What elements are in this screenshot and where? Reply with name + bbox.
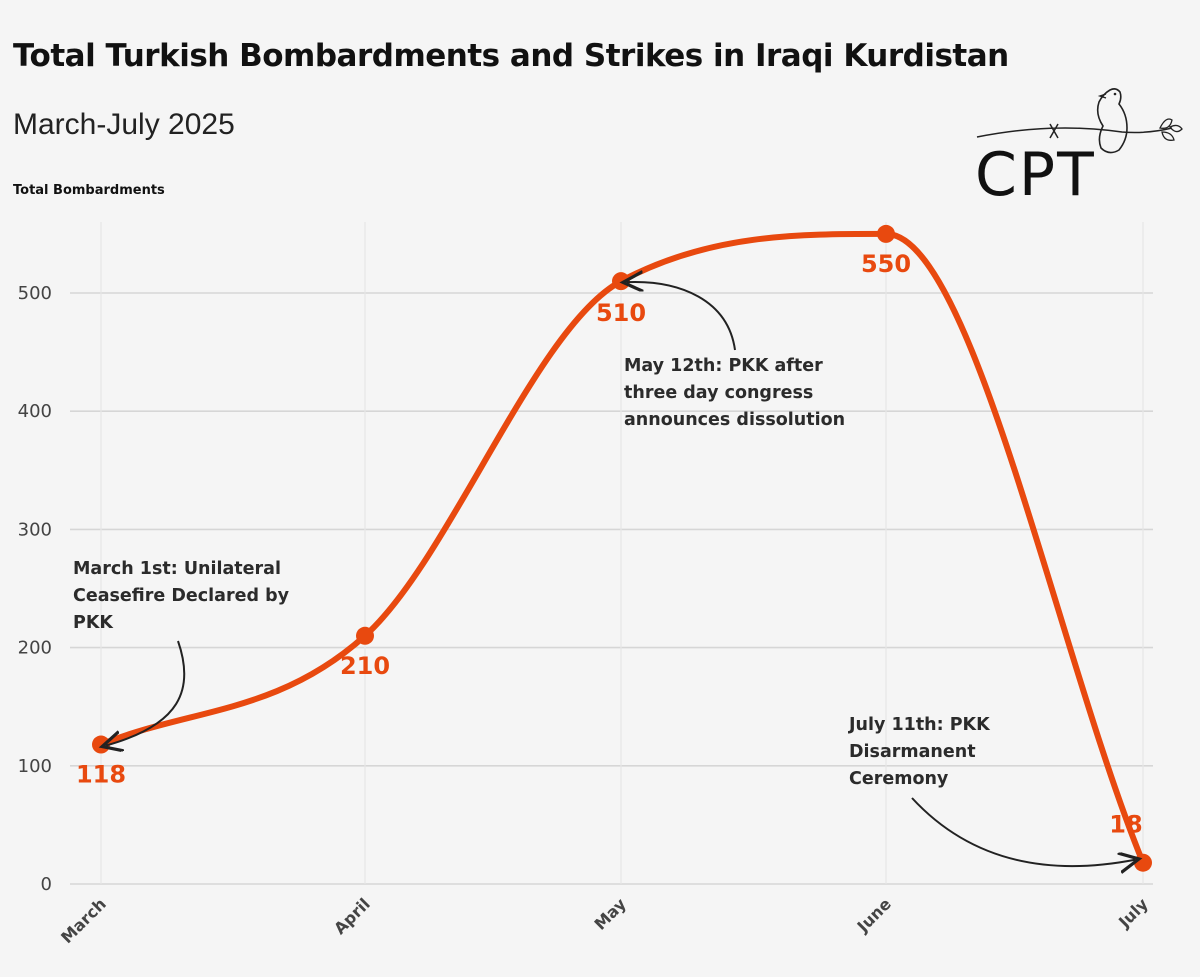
annotation-line: announces dissolution	[624, 410, 846, 430]
x-tick-label: July	[1114, 894, 1152, 932]
grid-lines	[70, 222, 1153, 885]
annotation-line: July 11th: PKK	[849, 715, 990, 735]
dove-olive-branch-icon	[976, 88, 1183, 154]
y-tick-label: 100	[18, 756, 52, 777]
data-label: 550	[861, 250, 911, 278]
x-tick-label: May	[590, 894, 630, 934]
data-label: 118	[76, 761, 126, 789]
annotation-dissolution: May 12th: PKK after three day congress a…	[624, 353, 845, 434]
data-label: 510	[596, 299, 646, 327]
x-axis-ticks: March April May June July	[57, 894, 1152, 947]
chart-subtitle: March-July 2025	[13, 108, 235, 141]
annotation-ceasefire: March 1st: Unilateral Ceasefire Declared…	[73, 556, 289, 637]
x-tick-label: June	[853, 894, 895, 936]
annotation-arrows	[106, 282, 1135, 866]
data-point	[356, 626, 374, 645]
chart-title: Total Turkish Bombardments and Strikes i…	[13, 38, 1009, 74]
y-tick-label: 400	[18, 401, 52, 422]
series-line	[98, 230, 1146, 866]
annotation-line: March 1st: Unilateral	[73, 559, 281, 579]
annotation-line: three day congress	[624, 383, 814, 403]
data-label: 210	[340, 652, 390, 680]
y-tick-label: 300	[18, 519, 52, 540]
annotation-disarmament: July 11th: PKK Disarmanent Ceremony	[849, 712, 990, 793]
y-tick-label: 200	[18, 638, 52, 659]
data-label: 18	[1109, 811, 1142, 839]
y-tick-label: 0	[41, 874, 52, 895]
y-axis-ticks: 0 100 200 300 400 500	[18, 283, 52, 895]
logo-text: CPT	[975, 140, 1096, 210]
data-labels: 118 210 510 550 18	[76, 250, 1143, 839]
annotation-arrow	[911, 797, 1135, 866]
y-axis-label: Total Bombardments	[13, 183, 165, 198]
annotation-line: PKK	[73, 613, 113, 633]
x-tick-label: April	[330, 894, 374, 938]
x-tick-label: March	[57, 894, 110, 947]
annotation-line: Ceasefire Declared by	[73, 586, 289, 606]
annotation-line: Disarmanent	[849, 742, 976, 762]
y-tick-label: 500	[18, 283, 52, 304]
annotation-line: Ceremony	[849, 769, 949, 789]
annotation-arrow	[106, 640, 186, 746]
data-point	[1134, 853, 1152, 872]
annotation-line: May 12th: PKK after	[624, 356, 823, 376]
annotation-arrow	[627, 282, 736, 351]
data-point	[877, 224, 895, 243]
